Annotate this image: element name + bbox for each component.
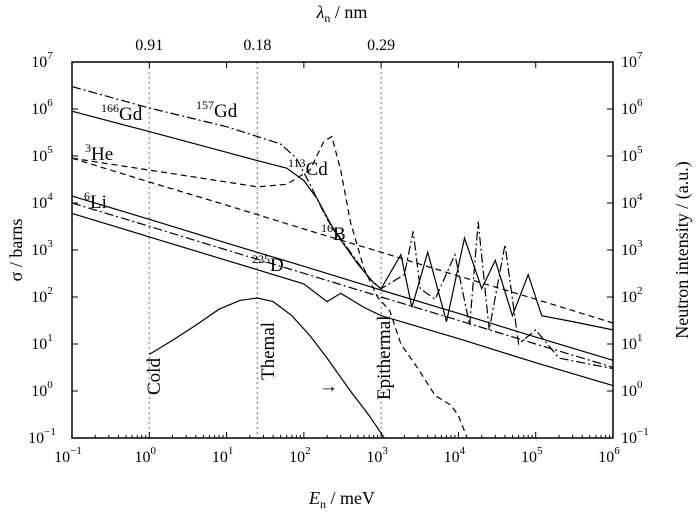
y-tick-label: 106 — [31, 97, 53, 118]
y-tick-label: 101 — [31, 332, 53, 353]
series-157-gd — [71, 86, 614, 370]
region-label-themal: Themal — [258, 322, 279, 380]
x-tick-label: 106 — [598, 445, 620, 466]
x-axis-title: En / meV — [308, 488, 375, 511]
y-right-tick-label: 105 — [621, 144, 643, 165]
y-tick-label: 100 — [31, 379, 53, 400]
y-right-tick-label: 104 — [621, 191, 643, 212]
x-tick-label: 103 — [366, 445, 388, 466]
series-label-225-d: 225D — [252, 252, 284, 276]
x-tick-label: 100 — [135, 445, 157, 466]
top-axis-tick-label: 0.91 — [135, 37, 163, 54]
series-label-113-cd: 113Cd — [288, 156, 328, 180]
series-neutron-spectrum — [148, 297, 385, 439]
region-label-epithermal: Epithermal — [374, 316, 395, 400]
y-right-tick-label: 107 — [621, 50, 643, 71]
neutron-intensity-arrow: → — [319, 376, 338, 397]
x-tick-label: 101 — [212, 445, 234, 466]
region-guides — [148, 62, 382, 438]
y-right-tick-label: 102 — [621, 285, 643, 306]
series-layer — [71, 86, 614, 439]
y-tick-label: 104 — [31, 191, 53, 212]
series-label-157-gd: 157Gd — [196, 98, 238, 122]
series-label-3-he: 3He — [85, 141, 113, 165]
axes — [71, 61, 614, 439]
y-tick-label: 10−1 — [28, 426, 56, 447]
y-right-tick-label: 103 — [621, 238, 643, 259]
series-166-gd — [71, 110, 614, 331]
y-right-tick-label: 100 — [621, 379, 643, 400]
series-16-b — [71, 202, 614, 368]
y-right-tick-label: 10−1 — [621, 426, 649, 447]
x-tick-label: 102 — [289, 445, 311, 466]
series-label-166-gd: 166Gd — [101, 101, 143, 125]
annotations: 157Gd 166Gd 3He 113Cd 6Li 16B 225D Cold Themal Ep… — [84, 98, 395, 400]
y-tick-label: 102 — [31, 285, 53, 306]
series-113-cd — [71, 135, 468, 439]
top-axis-tick-label: 0.29 — [367, 37, 395, 54]
y-tick-label: 103 — [31, 238, 53, 259]
y-axis-title: σ / barns — [6, 219, 26, 282]
series-6-li — [71, 195, 614, 361]
x-tick-label: 104 — [444, 445, 466, 466]
x-tick-label: 105 — [521, 445, 543, 466]
x-tick-label: 10−1 — [54, 445, 82, 466]
series-label-16-b: 16B — [321, 221, 346, 245]
y-right-tick-label: 101 — [621, 332, 643, 353]
y-axis-right-title: Neutron intensity / (a.u.) — [672, 161, 693, 338]
series-label-6-li: 6Li — [84, 189, 107, 213]
top-axis-tick-label: 0.18 — [243, 37, 271, 54]
top-axis-title: λn / nm — [316, 2, 368, 25]
series-3-he — [71, 157, 614, 324]
y-tick-label: 105 — [31, 144, 53, 165]
series-225-d — [71, 212, 614, 387]
y-tick-label: 107 — [31, 50, 53, 71]
region-label-cold: Cold — [144, 358, 165, 395]
y-right-tick-label: 106 — [621, 97, 643, 118]
